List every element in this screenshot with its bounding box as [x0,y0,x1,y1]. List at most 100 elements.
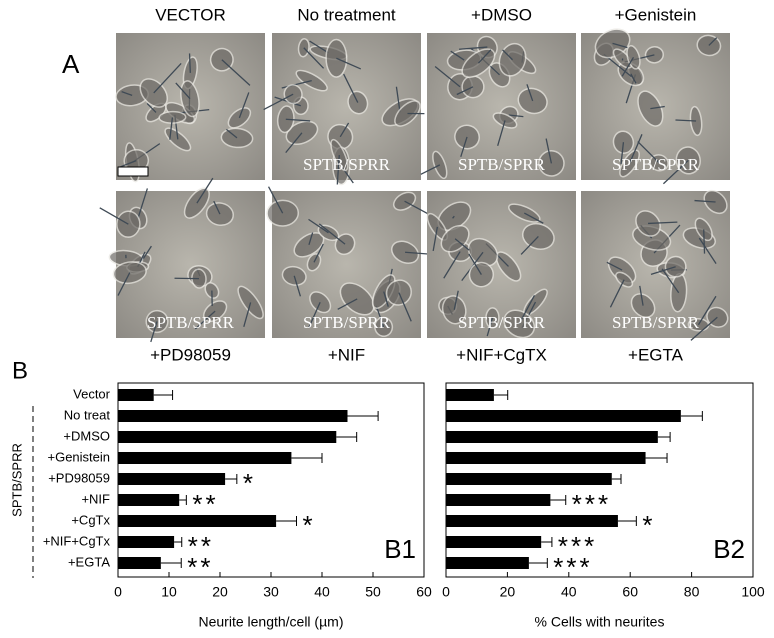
image-overlay: SPTB/SPRR [303,155,391,174]
x-tick-label: 0 [442,584,450,600]
neurite [308,301,321,328]
cell [538,150,565,177]
neurite [343,73,359,103]
neurite [336,155,340,185]
neurite [153,62,182,94]
significance: *** [558,531,597,561]
neurite [395,86,401,113]
x-tick-label: 100 [741,584,765,600]
neurite [620,142,625,165]
category-label: No treat [64,407,111,422]
image-overlay: SPTB/SPRR [303,313,391,332]
x-tick-label: 10 [161,584,177,600]
cell [266,199,300,227]
neurite [175,82,191,100]
bar [446,431,658,443]
cell [703,189,728,215]
neurite [453,290,459,310]
neurite [238,92,250,119]
neurite [420,164,441,175]
neurite [375,305,385,328]
neurite [523,212,544,224]
image-overlay: SPTB/SPRR [458,155,546,174]
bar [446,473,612,485]
neurite [308,218,329,234]
x-tick-label: 80 [684,584,700,600]
bar [446,410,681,422]
x-tick-label: 0 [114,584,122,600]
neurite [137,188,149,219]
panel-label: B [12,357,28,384]
neurite [339,122,350,138]
bar [446,389,494,401]
neurite [486,317,494,337]
neurite [703,229,706,254]
significance: ** [192,489,218,519]
x-tick-label: 40 [314,584,330,600]
image-overlay: SPTB/SPRR [612,313,700,332]
neurite [650,266,676,276]
image-label: VECTOR [155,5,226,24]
neurite [337,298,358,310]
bar [118,557,161,569]
neurite [520,235,539,255]
x-tick-label: 20 [500,584,516,600]
neurite [434,65,461,88]
x-tick-label: 50 [365,584,381,600]
neurite [456,86,474,96]
image-label: +NIF [328,345,365,364]
neurite [497,120,506,147]
neurite [708,37,718,46]
x-tick-label: 60 [416,584,432,600]
cell [180,80,200,118]
image-label: +Genistein [615,5,697,24]
significance: *** [553,552,592,582]
cell [498,42,527,77]
neurite [526,84,534,102]
category-label: +Genistein [47,449,110,464]
image-label: No treatment [297,5,396,24]
neurite [308,232,314,246]
neurite [243,302,252,327]
neurite [452,215,455,219]
neurite [120,160,137,168]
neurite [267,186,284,214]
cell [394,100,421,127]
neurite [477,49,492,64]
bar [118,452,292,464]
bar [446,536,542,548]
neurite [146,103,157,113]
neurite [226,128,238,139]
neurite [263,93,294,111]
cell [164,127,192,152]
bar [118,389,154,401]
neurite [221,59,251,86]
neurite [460,136,468,157]
bar [446,515,618,527]
neurite [662,159,689,185]
neurite [621,56,635,77]
x-tick-label: 20 [212,584,228,600]
category-label: +DMSO [63,428,110,443]
neurite [150,321,158,343]
cell [145,309,169,334]
significance: * [642,510,655,540]
category-label: +NIF+CgTx [43,533,111,548]
cell [495,251,522,282]
neurite [309,40,329,54]
neurite [443,251,461,279]
neurite [117,272,131,296]
neurite [650,105,665,110]
neurite [545,138,553,164]
neurite [609,279,625,308]
category-label: Vector [73,386,111,401]
bar [118,410,348,422]
x-axis-label: Neurite length/cell (µm) [198,614,343,630]
neurite [336,57,362,70]
significance: ** [187,552,213,582]
neurite [698,237,717,264]
image-label: +EGTA [628,345,684,364]
category-label: +CgTx [71,512,110,527]
category-label: +PD98059 [48,470,110,485]
cell [297,38,310,58]
